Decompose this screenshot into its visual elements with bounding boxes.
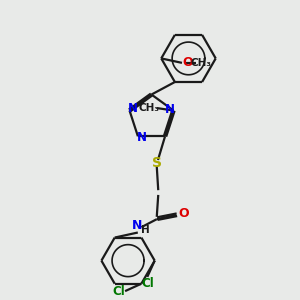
Text: N: N [137,131,147,144]
Text: S: S [152,156,162,170]
Text: O: O [178,207,189,220]
Text: CH₃: CH₃ [190,58,211,68]
Text: Cl: Cl [112,285,125,298]
Text: N: N [132,219,142,232]
Text: Cl: Cl [142,277,154,290]
Text: N: N [165,103,175,116]
Text: CH₃: CH₃ [138,103,159,113]
Text: N: N [128,102,138,115]
Text: O: O [182,56,193,69]
Text: H: H [140,225,149,235]
